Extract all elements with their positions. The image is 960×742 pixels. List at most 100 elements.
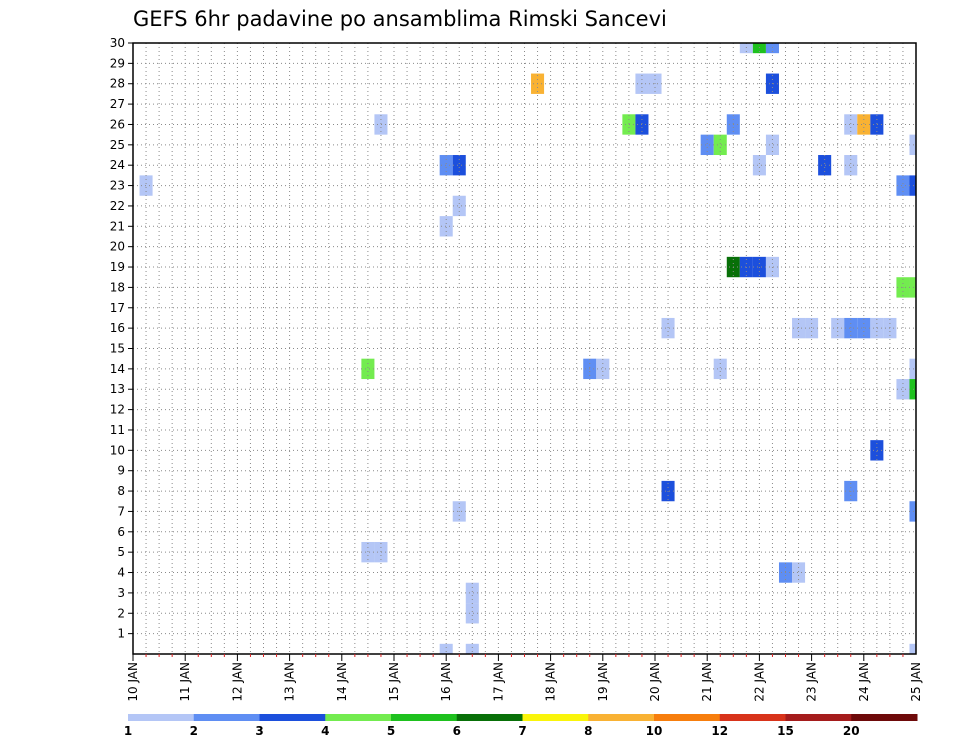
heatmap-cell bbox=[805, 317, 819, 339]
heatmap-cell bbox=[870, 317, 884, 339]
heatmap-cell bbox=[752, 43, 766, 54]
colorbar-label: 10 bbox=[646, 724, 663, 738]
colorbar-swatch bbox=[128, 714, 195, 721]
heatmap-cell bbox=[857, 317, 871, 339]
heatmap-cell bbox=[844, 114, 858, 135]
y-tick-label: 24 bbox=[110, 158, 125, 172]
colorbar-label: 5 bbox=[387, 724, 395, 738]
y-axis: 1234567891011121314151617181920212223242… bbox=[110, 36, 133, 641]
heatmap-cell bbox=[909, 134, 916, 156]
colorbar-label: 6 bbox=[453, 724, 461, 738]
y-tick-label: 17 bbox=[110, 301, 125, 315]
x-tick-label: 14 JAN bbox=[335, 662, 349, 702]
y-tick-label: 6 bbox=[117, 525, 125, 539]
heatmap-cell bbox=[661, 317, 675, 339]
heatmap-cell bbox=[622, 114, 636, 135]
colorbar-swatch bbox=[325, 714, 392, 721]
x-tick-label: 20 JAN bbox=[648, 662, 662, 702]
y-tick-label: 26 bbox=[110, 117, 125, 131]
cells-layer bbox=[139, 43, 916, 654]
heatmap-cell bbox=[909, 379, 916, 400]
heatmap-cell bbox=[452, 155, 466, 176]
heatmap-cell bbox=[139, 175, 153, 196]
heatmap-cell bbox=[844, 317, 858, 339]
heatmap-cell bbox=[765, 134, 779, 156]
heatmap-cell bbox=[896, 175, 910, 196]
colorbar-label: 3 bbox=[255, 724, 263, 738]
y-tick-label: 5 bbox=[117, 545, 125, 559]
y-tick-label: 8 bbox=[117, 484, 125, 498]
colorbar-label: 1 bbox=[124, 724, 132, 738]
heatmap-cell bbox=[361, 541, 375, 563]
colorbar-swatch bbox=[654, 714, 721, 721]
heatmap-cell bbox=[870, 440, 884, 461]
x-tick-label: 18 JAN bbox=[544, 662, 558, 702]
heatmap-cell bbox=[374, 114, 388, 135]
y-tick-label: 19 bbox=[110, 260, 125, 274]
heatmap-cell bbox=[713, 134, 727, 156]
chart-title: GEFS 6hr padavine po ansamblima Rimski S… bbox=[133, 7, 667, 31]
y-tick-label: 30 bbox=[110, 36, 125, 50]
x-tick-label: 21 JAN bbox=[700, 662, 714, 702]
heatmap-cell bbox=[857, 114, 871, 135]
y-tick-label: 1 bbox=[117, 627, 125, 641]
heatmap-cell bbox=[439, 155, 453, 176]
y-tick-label: 2 bbox=[117, 606, 125, 620]
colorbar-label: 2 bbox=[190, 724, 198, 738]
colorbar-label: 7 bbox=[518, 724, 526, 738]
y-tick-label: 3 bbox=[117, 586, 125, 600]
colorbar-label: 12 bbox=[711, 724, 728, 738]
heatmap-cell bbox=[452, 195, 466, 217]
heatmap-cell bbox=[909, 277, 916, 298]
x-tick-label: 17 JAN bbox=[491, 662, 505, 702]
heatmap-cell bbox=[792, 562, 806, 583]
heatmap-cell bbox=[870, 114, 884, 135]
y-tick-label: 21 bbox=[110, 219, 125, 233]
heatmap-cell bbox=[909, 501, 916, 522]
x-tick-label: 19 JAN bbox=[596, 662, 610, 702]
colorbar-label: 4 bbox=[321, 724, 329, 738]
y-tick-label: 25 bbox=[110, 138, 125, 152]
y-tick-label: 7 bbox=[117, 504, 125, 518]
heatmap-cell bbox=[465, 603, 479, 624]
heatmap-cell bbox=[439, 643, 453, 654]
x-tick-label: 22 JAN bbox=[752, 662, 766, 702]
y-tick-label: 28 bbox=[110, 77, 125, 91]
heatmap-cell bbox=[909, 175, 916, 196]
x-tick-label: 23 JAN bbox=[805, 662, 819, 702]
heatmap-cell bbox=[713, 358, 727, 380]
heatmap-cell bbox=[465, 582, 479, 604]
y-tick-label: 16 bbox=[110, 321, 125, 335]
colorbar-swatch bbox=[259, 714, 326, 721]
heatmap-cell bbox=[909, 643, 916, 654]
colorbar-swatch bbox=[391, 714, 458, 721]
colorbar-swatch bbox=[193, 714, 260, 721]
colorbar: 1 2 3 4 5 6 7 8 10 12 15 20 bbox=[124, 714, 918, 738]
colorbar-label: 15 bbox=[777, 724, 794, 738]
y-tick-label: 10 bbox=[110, 443, 125, 457]
y-tick-label: 12 bbox=[110, 403, 125, 417]
heatmap-cell bbox=[792, 317, 806, 339]
heatmap-cell bbox=[844, 155, 858, 176]
y-tick-label: 4 bbox=[117, 566, 125, 580]
y-tick-label: 13 bbox=[110, 382, 125, 396]
colorbar-swatch bbox=[851, 714, 918, 721]
y-tick-label: 27 bbox=[110, 97, 125, 111]
y-tick-label: 23 bbox=[110, 179, 125, 193]
x-tick-label: 15 JAN bbox=[387, 662, 401, 702]
heatmap-cell bbox=[439, 216, 453, 237]
x-tick-label: 10 JAN bbox=[126, 662, 140, 702]
heatmap-cell bbox=[896, 379, 910, 400]
y-tick-label: 15 bbox=[110, 342, 125, 356]
y-tick-label: 20 bbox=[110, 240, 125, 254]
x-tick-label: 13 JAN bbox=[283, 662, 297, 702]
y-tick-label: 18 bbox=[110, 280, 125, 294]
heatmap-cell bbox=[465, 643, 479, 654]
heatmap-cell bbox=[765, 43, 779, 54]
colorbar-swatch bbox=[785, 714, 852, 721]
colorbar-swatch bbox=[588, 714, 655, 721]
colorbar-swatch bbox=[456, 714, 523, 721]
heatmap-cell bbox=[752, 155, 766, 176]
colorbar-label: 20 bbox=[843, 724, 860, 738]
